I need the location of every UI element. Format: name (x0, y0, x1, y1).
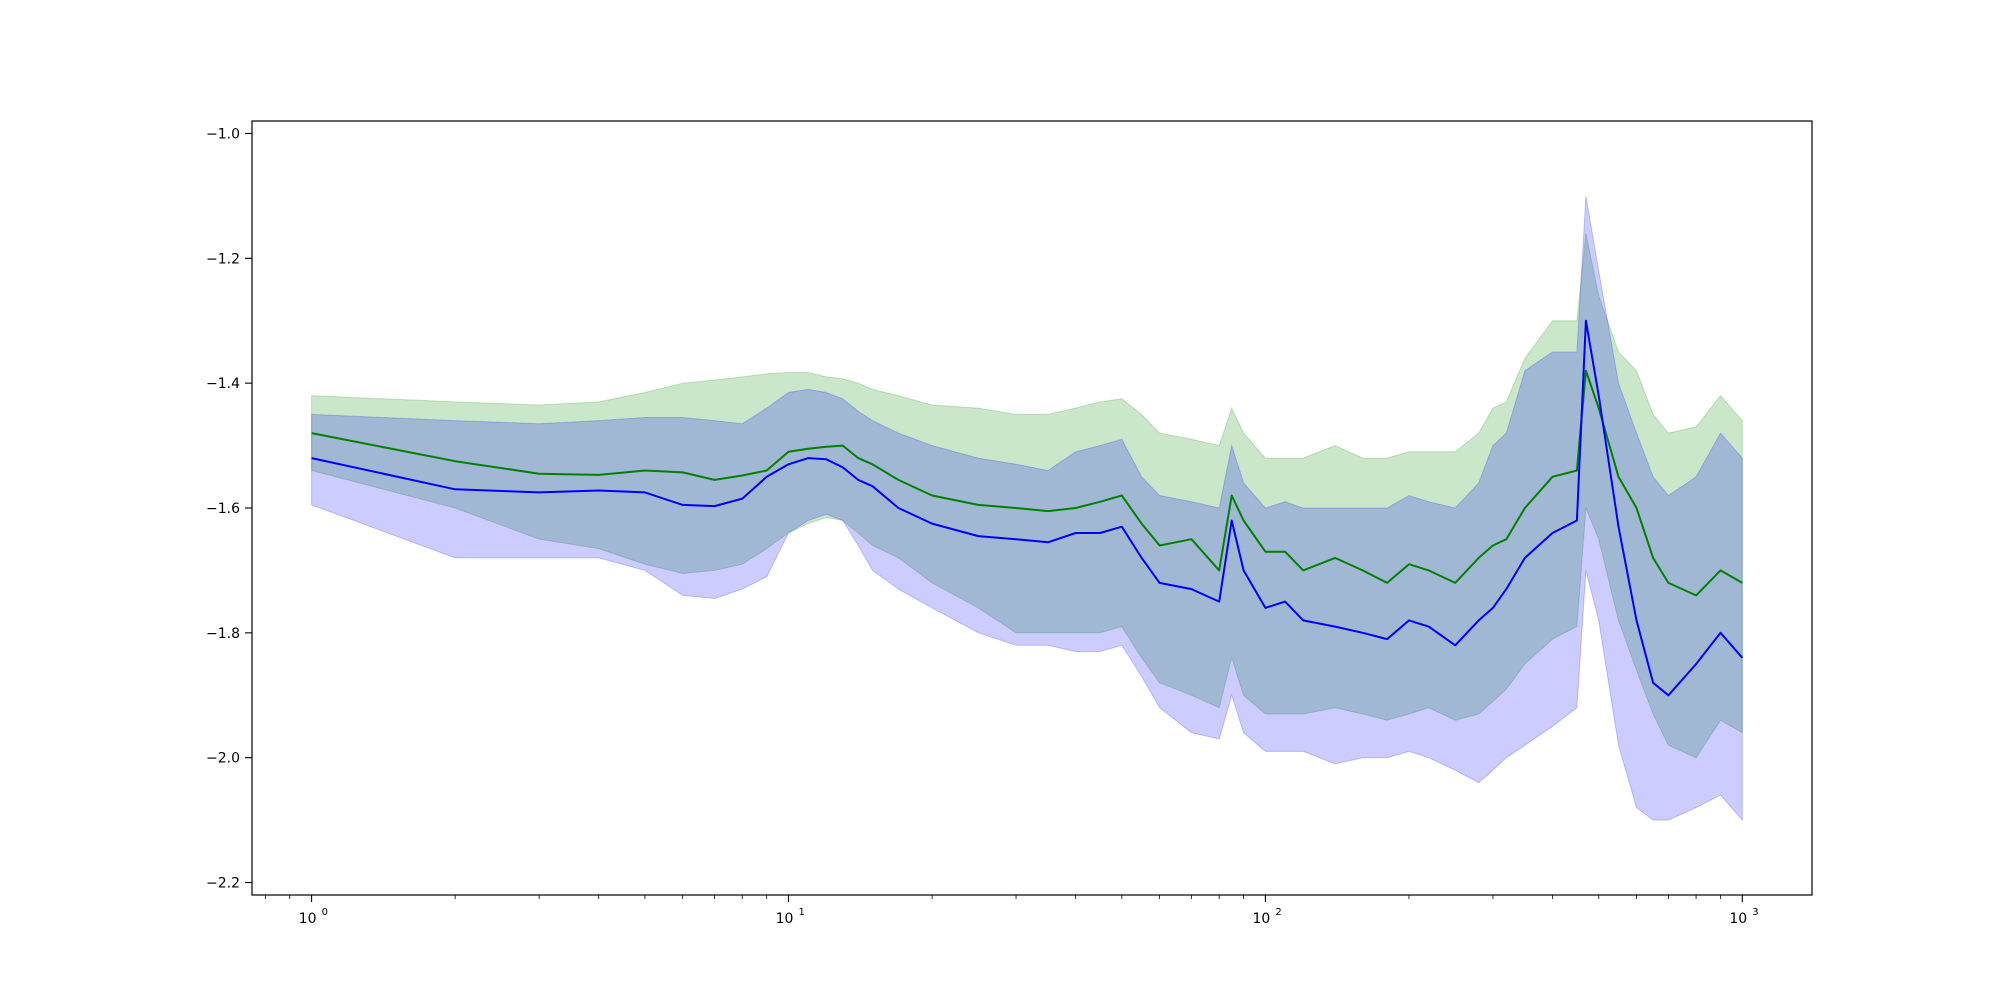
x-tick-exponent: 2 (1275, 907, 1281, 918)
y-tick-label: −1.6 (206, 501, 240, 517)
x-axis: 10 0 10 1 10 2 10 3 (264, 895, 1759, 927)
x-tick-exponent: 3 (1752, 907, 1758, 918)
y-tick-label: −1.8 (206, 626, 240, 642)
y-axis: −1.0 −1.2 −1.4 −1.6 −1.8 −2.0 −2.2 (206, 126, 252, 892)
y-tick-label: −1.4 (206, 376, 240, 392)
x-tick-label: 10 (776, 911, 794, 927)
y-tick-label: −1.0 (206, 126, 240, 142)
series-lines (311, 319, 1744, 697)
x-tick-label: 10 (1252, 911, 1270, 927)
y-tick-label: −2.0 (206, 751, 240, 767)
x-tick-exponent: 1 (798, 907, 804, 918)
series-1-band (311, 195, 1743, 822)
x-tick-exponent: 0 (322, 907, 328, 918)
confidence-bands (311, 195, 1743, 822)
series-0-band (311, 233, 1743, 759)
x-tick-label: 10 (299, 911, 317, 927)
y-tick-label: −2.2 (206, 876, 240, 892)
x-tick-label: 10 (1729, 911, 1747, 927)
series-1-line (311, 319, 1744, 697)
y-tick-label: −1.2 (206, 251, 240, 267)
